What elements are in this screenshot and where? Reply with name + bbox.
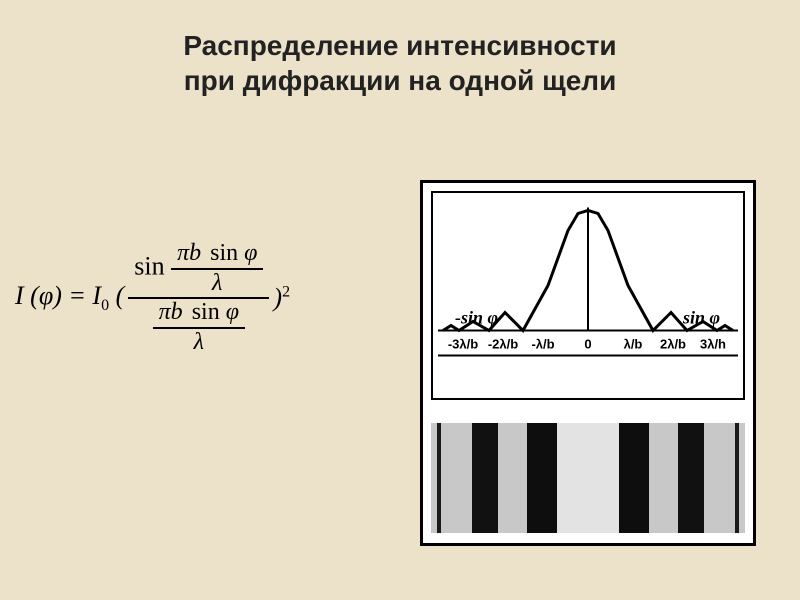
fringe-band [678, 423, 705, 533]
fringe-band [441, 423, 472, 533]
tick-label: λ/b [624, 337, 643, 352]
formula-lhs: I (φ) = I0 ( [15, 281, 124, 315]
den-inner-frac: πb sin φ λ [153, 299, 245, 356]
slide-title: Распределение интенсивности при дифракци… [0, 28, 800, 98]
formula-close: )2 [273, 283, 290, 313]
diffraction-plot: -sin φ sin φ -3λ/b -2λ/b -λ/b 0 λ/b 2λ/b 3λ/h [431, 191, 745, 400]
formula-open-paren: ( [109, 281, 124, 310]
pib-1: πb [177, 240, 201, 266]
phi-sym-1: φ [244, 240, 257, 266]
outer-numerator: sin πb sin sin φ φ λ [128, 240, 269, 297]
phi-sym-2: φ [226, 299, 239, 325]
close-paren: ) [273, 283, 282, 312]
diagram-region: -sin φ sin φ -3λ/b -2λ/b -λ/b 0 λ/b 2λ/b 3λ/h [400, 180, 800, 600]
sin-2: sin [192, 299, 220, 325]
sin-outer: sin [134, 252, 164, 281]
slide: Распределение интенсивности при дифракци… [0, 0, 800, 600]
tick-label: 2λ/b [660, 337, 686, 352]
tick-label: 3λ/h [700, 337, 726, 352]
title-line-2: при дифракции на одной щели [184, 65, 617, 96]
outer-denominator: πb sin φ λ [147, 299, 251, 356]
axis-label-right: sin φ [682, 308, 720, 328]
den-inner-num: πb sin φ [153, 299, 245, 327]
fringe-band [704, 423, 735, 533]
lambda-1: λ [206, 270, 228, 298]
lambda-2: λ [188, 329, 210, 357]
num-inner-frac: πb sin sin φ φ λ [171, 240, 263, 297]
fringe-band [472, 423, 499, 533]
tick-labels: -3λ/b -2λ/b -λ/b 0 λ/b 2λ/b 3λ/h [448, 337, 726, 352]
fringe-band [498, 423, 527, 533]
sin-1: sin [210, 240, 238, 266]
outer-fraction: sin πb sin sin φ φ λ [128, 240, 269, 356]
tick-label: 0 [584, 337, 591, 352]
content-area: I (φ) = I0 ( sin πb sin sin φ φ [0, 180, 800, 600]
diagram-panel: -sin φ sin φ -3λ/b -2λ/b -λ/b 0 λ/b 2λ/b 3λ/h [420, 180, 756, 546]
plot-svg: -sin φ sin φ -3λ/b -2λ/b -λ/b 0 λ/b 2λ/b 3λ/h [433, 193, 743, 398]
fringe-band [527, 423, 558, 533]
fringe-band [557, 423, 618, 533]
formula-sub0: 0 [101, 297, 109, 314]
intensity-formula: I (φ) = I0 ( sin πb sin sin φ φ [15, 240, 290, 356]
tick-label: -3λ/b [448, 337, 478, 352]
formula-region: I (φ) = I0 ( sin πb sin sin φ φ [0, 180, 400, 600]
axis-label-left: -sin φ [455, 308, 498, 328]
tick-label: -λ/b [531, 337, 554, 352]
tick-label: -2λ/b [488, 337, 518, 352]
pib-2: πb [159, 299, 183, 325]
formula-lhs-text: I (φ) = I [15, 281, 101, 310]
fringe-pattern [431, 423, 745, 533]
title-line-1: Распределение интенсивности [183, 30, 616, 61]
fringe-band [619, 423, 650, 533]
fringe-band [649, 423, 678, 533]
formula-exp: 2 [282, 284, 290, 301]
fringe-band [739, 423, 745, 533]
num-inner-num: πb sin sin φ φ [171, 240, 263, 268]
